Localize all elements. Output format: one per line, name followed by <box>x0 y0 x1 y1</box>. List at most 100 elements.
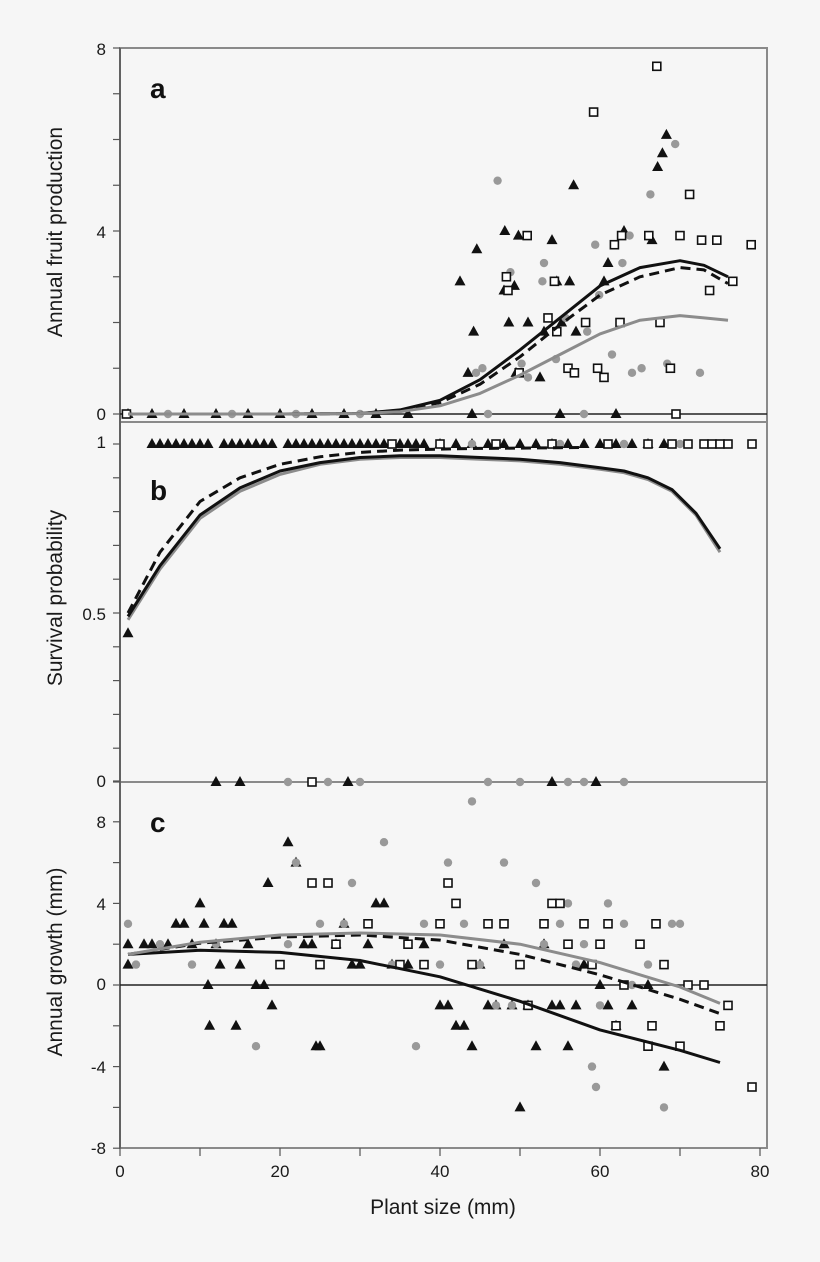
data-point-circle-c <box>619 919 629 928</box>
data-point-square-a <box>711 235 722 245</box>
data-point-square-c <box>515 959 525 970</box>
data-point-square-a <box>684 189 695 200</box>
data-point-triangle-c <box>250 979 262 989</box>
data-point-triangle-b <box>178 438 190 448</box>
data-point-square-c <box>363 918 373 929</box>
data-point-triangle-b <box>154 438 166 448</box>
data-point-circle-b <box>555 439 565 449</box>
data-point-circle-b <box>483 777 493 787</box>
data-point-triangle-b <box>338 438 350 448</box>
data-point-circle-a <box>478 364 487 373</box>
data-point-circle-c <box>587 1062 597 1071</box>
data-point-circle-c <box>411 1042 421 1051</box>
data-point-triangle-a <box>554 408 566 418</box>
data-point-triangle-b <box>290 438 302 448</box>
data-point-triangle-b <box>202 438 214 448</box>
data-point-triangle-c <box>554 999 566 1010</box>
data-point-square-c <box>323 878 333 888</box>
data-point-triangle-b <box>362 438 374 448</box>
data-point-triangle-c <box>230 1019 242 1030</box>
data-point-triangle-c <box>122 958 134 969</box>
data-point-circle-c <box>675 919 685 928</box>
data-point-triangle-c <box>314 1040 326 1051</box>
data-point-triangle-a <box>503 316 515 327</box>
data-point-triangle-b <box>482 438 494 448</box>
data-point-circle-c <box>563 899 573 908</box>
data-point-circle-c <box>419 919 429 928</box>
data-point-circle-b <box>467 439 477 449</box>
data-point-triangle-c <box>626 999 638 1010</box>
data-point-triangle-b <box>410 438 422 448</box>
data-point-circle-c <box>187 960 197 969</box>
data-point-circle-c <box>315 919 325 928</box>
data-point-triangle-c <box>298 938 310 949</box>
data-point-square-b <box>683 439 693 449</box>
data-point-triangle-b <box>514 438 526 448</box>
data-point-square-c <box>483 918 493 929</box>
panel-frames <box>113 47 768 1156</box>
data-point-square-b <box>699 439 709 449</box>
data-point-triangle-c <box>514 1101 526 1112</box>
data-point-triangle-b <box>322 438 334 448</box>
data-point-circle-c <box>491 1001 501 1010</box>
data-point-square-b <box>747 439 757 449</box>
data-point-square-b <box>667 439 677 449</box>
data-point-square-b <box>387 439 397 449</box>
data-point-square-a <box>503 285 513 296</box>
data-point-triangle-c <box>442 999 454 1010</box>
data-point-triangle-b <box>250 438 262 448</box>
data-point-triangle-b <box>590 776 602 786</box>
data-point-triangle-b <box>562 438 574 448</box>
data-point-square-c <box>539 918 549 929</box>
data-point-circle-b <box>675 439 685 449</box>
data-point-circle-c <box>155 940 165 949</box>
data-point-triangle-c <box>602 999 614 1010</box>
data-point-square-a <box>665 363 676 374</box>
data-point-circle-a <box>591 240 600 249</box>
fit-curve-a-0 <box>128 259 729 416</box>
fit-curve-b-0 <box>126 456 722 621</box>
data-point-triangle-b <box>450 438 462 448</box>
data-point-circle-b <box>619 777 629 787</box>
fit-curve-c-0 <box>127 948 721 1064</box>
data-point-triangle-b <box>186 438 198 448</box>
x-tick-label: 60 <box>591 1162 610 1181</box>
data-point-triangle-c <box>346 958 358 969</box>
fit-curve-a-2 <box>128 314 729 416</box>
data-point-triangle-b <box>162 438 174 448</box>
data-point-square-b <box>707 439 717 449</box>
data-point-triangle-a <box>610 408 622 418</box>
data-point-circle-c <box>591 1082 601 1092</box>
data-point-square-a <box>704 285 715 296</box>
y-axis-title-a: Annual fruit production <box>44 127 67 337</box>
data-point-triangle-a <box>656 147 668 158</box>
data-point-triangle-a <box>522 316 534 327</box>
data-point-square-c <box>419 959 429 970</box>
data-point-triangle-c <box>178 917 190 928</box>
data-point-circle-c <box>379 838 389 847</box>
data-point-circle-a <box>579 409 589 419</box>
data-point-circle-a <box>695 368 705 378</box>
data-point-circle-c <box>531 878 541 888</box>
data-point-square-c <box>603 918 613 929</box>
data-point-square-a <box>522 230 533 241</box>
data-point-triangle-a <box>499 225 511 235</box>
data-point-circle-b <box>283 777 293 787</box>
data-point-circle-c <box>283 940 293 949</box>
data-point-square-c <box>403 939 413 950</box>
data-point-circle-c <box>595 1001 605 1010</box>
data-point-square-a <box>727 276 738 287</box>
data-point-triangle-a <box>546 234 558 245</box>
x-tick-label: 40 <box>431 1162 450 1181</box>
data-point-triangle-c <box>370 897 382 908</box>
data-point-triangle-b <box>658 438 670 448</box>
data-point-triangle-b <box>282 438 294 448</box>
data-point-circle-a <box>671 139 680 149</box>
data-point-square-b <box>643 439 653 449</box>
data-point-square-a <box>671 409 681 419</box>
x-axis-title: Plant size (mm) <box>370 1196 516 1219</box>
data-point-circle-a <box>539 258 549 268</box>
data-point-triangle-b <box>346 438 358 448</box>
data-point-triangle-c <box>658 1060 670 1071</box>
